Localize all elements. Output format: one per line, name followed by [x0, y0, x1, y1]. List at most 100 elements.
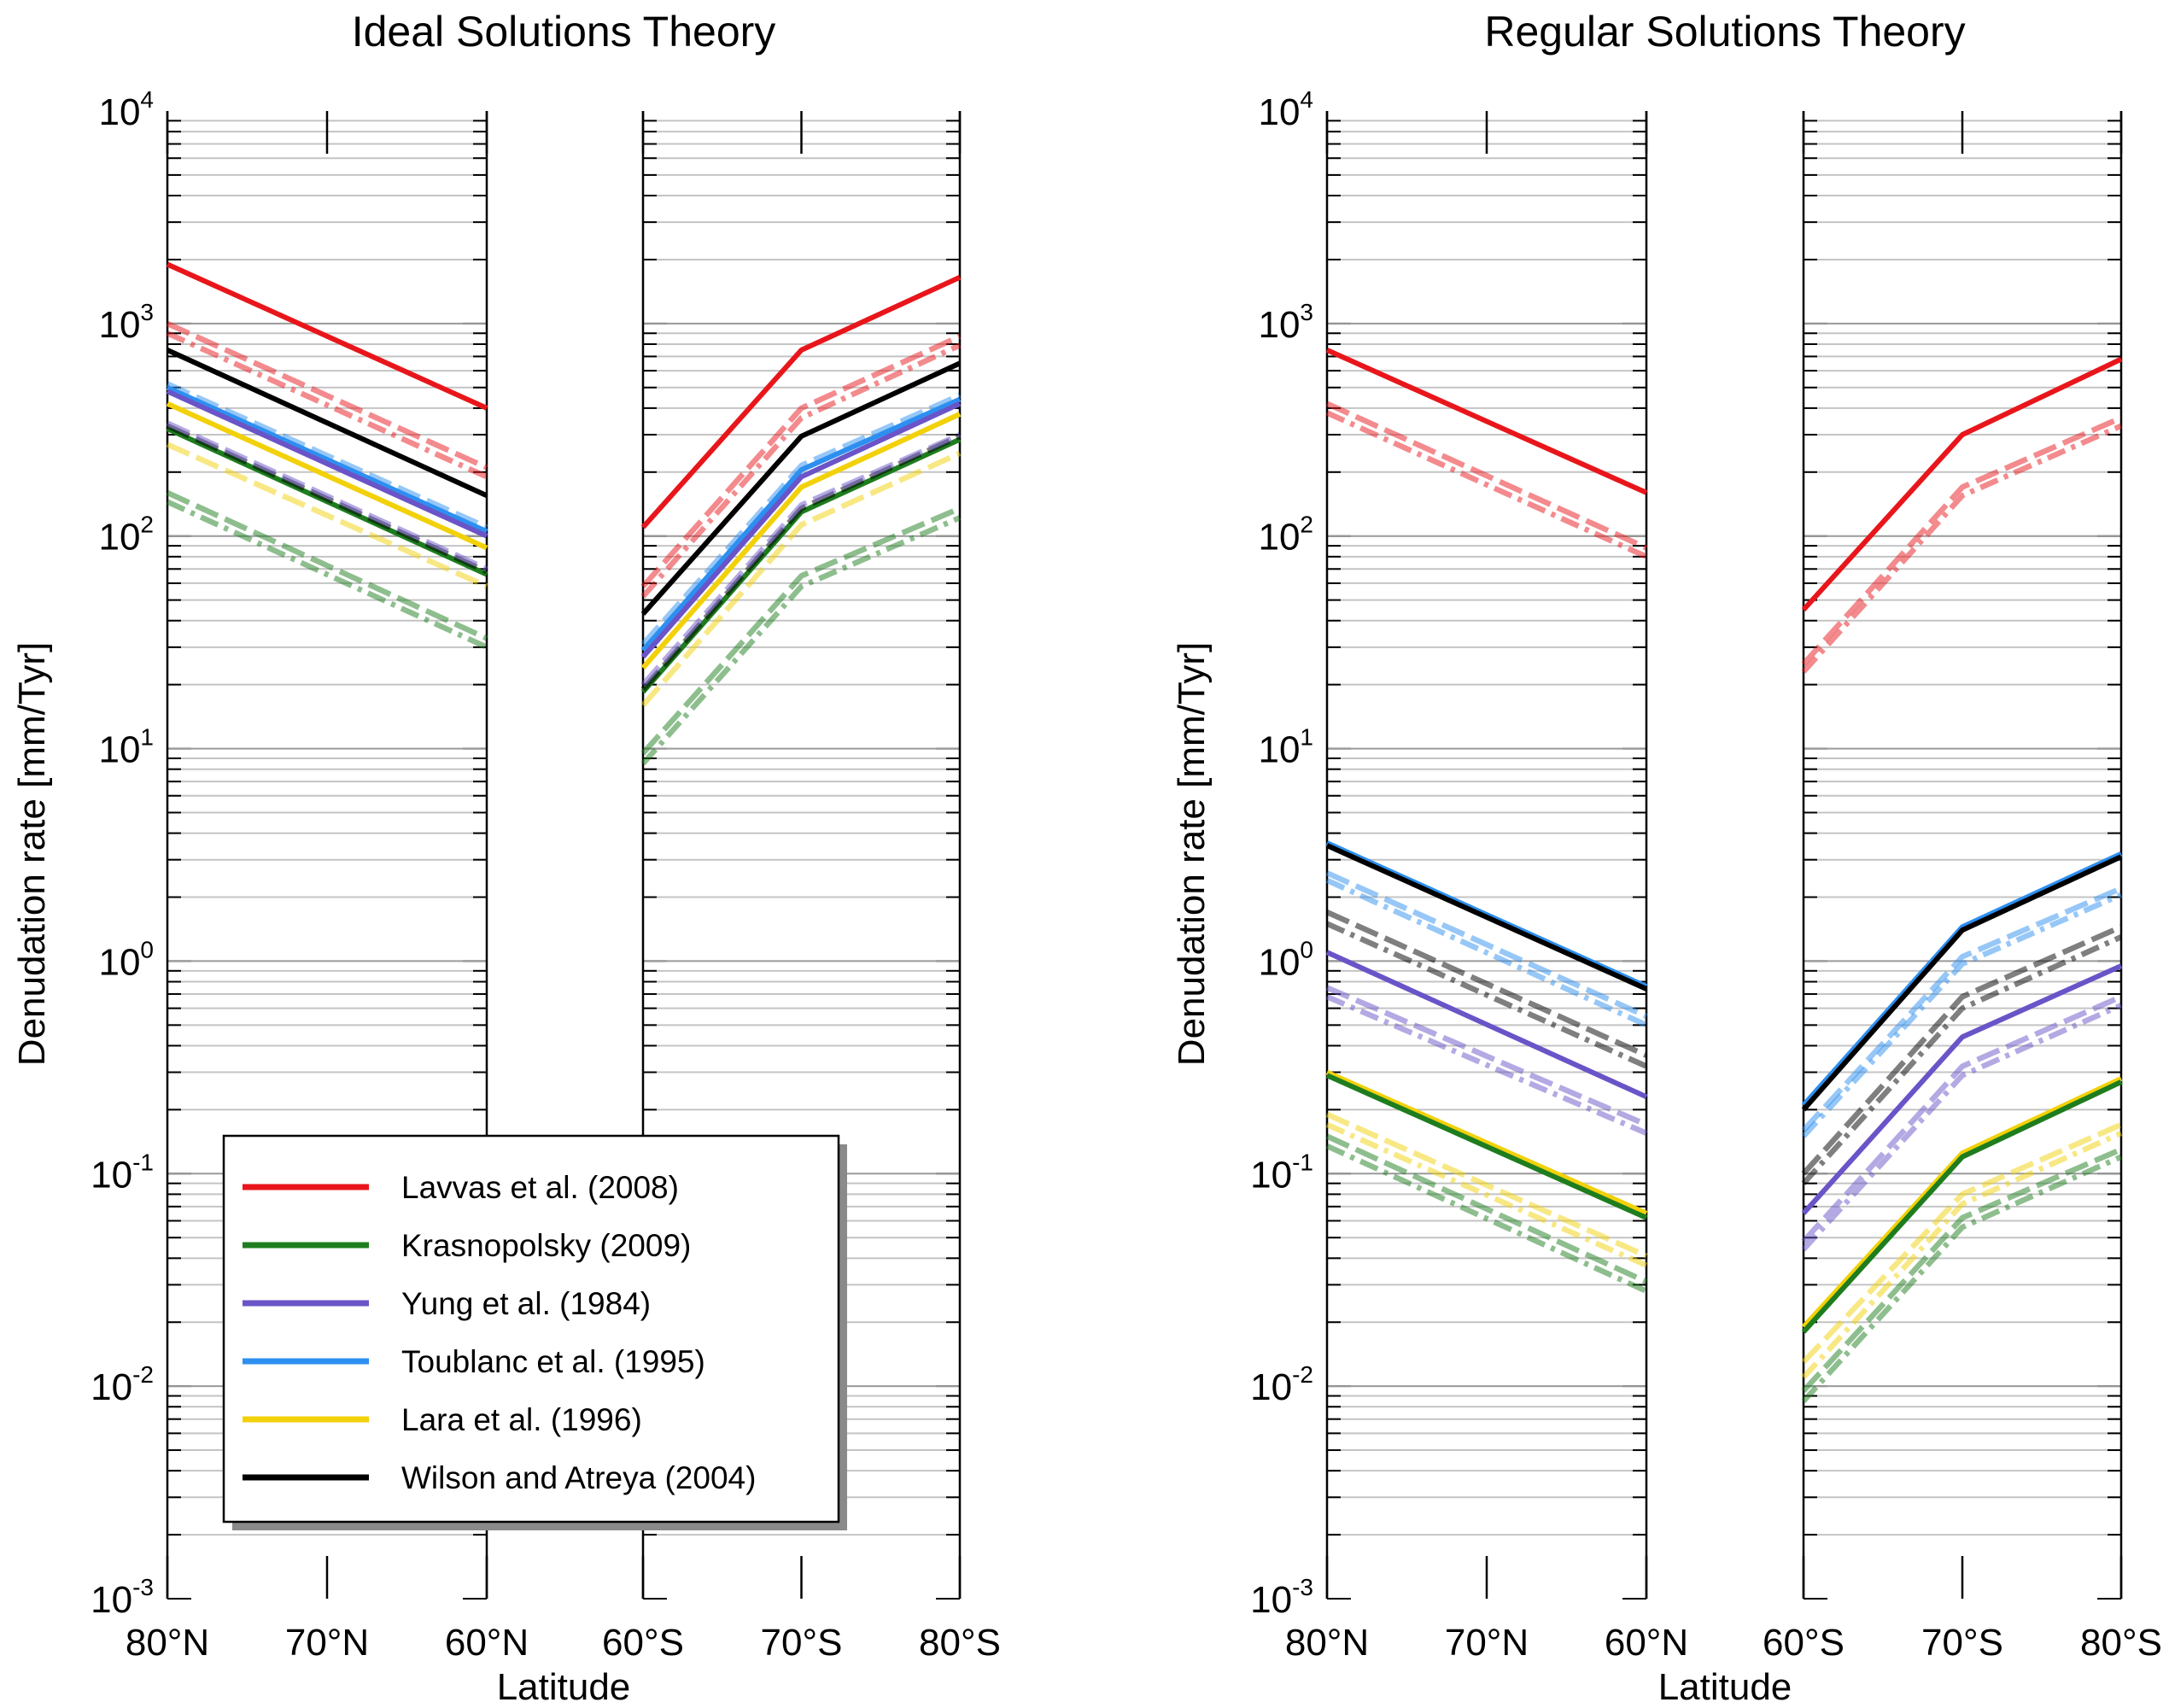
series-line [1325, 950, 1648, 1100]
series-line [1325, 921, 1648, 1069]
x-tick-label: 60°S [1763, 1622, 1845, 1664]
chart-title: Ideal Solutions Theory [352, 8, 776, 56]
series-line [640, 274, 962, 529]
x-tick-label: 80°N [1285, 1622, 1369, 1664]
x-axis-label: Latitude [1658, 1666, 1792, 1708]
series-line [1801, 356, 2123, 612]
series-line [640, 432, 962, 687]
series-group [1801, 356, 2123, 1403]
y-tick-label: 104 [1258, 86, 1313, 133]
series-line [1801, 924, 2123, 1176]
y-tick-labels: 104 103 102 101 100 10-1 10-2 10-3 [91, 86, 154, 1621]
series-line [1801, 886, 2123, 1132]
series-group [1325, 348, 1648, 1294]
y-tick-label: 10-2 [91, 1361, 154, 1408]
series-line [1801, 415, 2123, 666]
series-line [166, 489, 488, 641]
legend-label: Wilson and Atreya (2004) [401, 1460, 756, 1495]
chart-ideal-solutions: Ideal Solutions Theory Denudation rate [… [11, 8, 1001, 1708]
x-tick-label: 70°N [285, 1622, 369, 1664]
series-line [1325, 843, 1648, 991]
x-axis-label: Latitude [497, 1666, 631, 1708]
legend: Lavvas et al. (2008) Krasnopolsky (2009) Y… [222, 1134, 847, 1530]
x-tick-label: 80°N [126, 1622, 209, 1664]
series-line [1325, 1121, 1648, 1268]
y-tick-label: 100 [98, 936, 154, 983]
y-tick-label: 10-2 [1250, 1361, 1313, 1408]
y-tick-label: 10-1 [91, 1149, 154, 1196]
series-line [166, 330, 488, 480]
series-line [1801, 892, 2123, 1138]
series-line [166, 389, 488, 539]
y-tick-label: 10-3 [1250, 1574, 1313, 1621]
series-line [1325, 410, 1648, 559]
y-tick-label: 10-1 [1250, 1149, 1313, 1196]
series-line [1801, 934, 2123, 1185]
series-line [1801, 1079, 2123, 1334]
series-line [640, 392, 962, 646]
chart-title: Regular Solutions Theory [1484, 8, 1965, 56]
series-line [166, 401, 488, 551]
chart-regular-solutions: Regular Solutions Theory Denudation rate… [1171, 8, 2162, 1708]
series-line [640, 360, 962, 616]
y-tick-label: 10-3 [91, 1574, 154, 1621]
y-tick-label: 102 [1258, 512, 1313, 559]
y-tick-label: 102 [98, 512, 154, 559]
series-line [166, 385, 488, 535]
series-line [166, 320, 488, 471]
series-line [1801, 1003, 2123, 1252]
series-line [1325, 1111, 1648, 1259]
x-tick-label: 70°N [1445, 1622, 1529, 1664]
north-panel: 80°N 70°N 60°N [1285, 111, 1688, 1664]
series-line [1801, 1154, 2123, 1403]
series-line [640, 401, 962, 659]
x-tick-label: 70°S [761, 1622, 843, 1664]
x-tick-label: 70°S [1921, 1622, 2003, 1664]
series-line [640, 506, 962, 756]
y-tick-label: 101 [1258, 724, 1313, 771]
series-line [166, 499, 488, 650]
series-line [1801, 963, 2123, 1215]
series-line [1801, 423, 2123, 674]
legend-label: Lara et al. (1996) [401, 1402, 642, 1437]
series-line [1801, 1146, 2123, 1393]
y-tick-label: 101 [98, 724, 154, 771]
x-tick-label: 80°S [919, 1622, 1001, 1664]
series-line [1325, 1069, 1648, 1216]
series-line [1325, 985, 1648, 1127]
y-tick-label: 103 [98, 299, 154, 346]
y-tick-label: 100 [1258, 936, 1313, 983]
series-line [1801, 1076, 2123, 1329]
series-line [1325, 1073, 1648, 1220]
legend-label: Toublanc et al. (1995) [401, 1344, 705, 1379]
series-line [1325, 1143, 1648, 1294]
series-line [640, 515, 962, 766]
y-axis-label: Denudation rate [mm/Tyr] [1171, 642, 1213, 1066]
y-tick-label: 104 [98, 86, 154, 133]
x-tick-label: 60°S [602, 1622, 684, 1664]
series-line [166, 348, 488, 499]
series-line [166, 261, 488, 411]
y-tick-label: 103 [1258, 299, 1313, 346]
legend-label: Krasnopolsky (2009) [401, 1228, 691, 1263]
legend-box [222, 1134, 840, 1524]
y-axis-label: Denudation rate [mm/Tyr] [11, 642, 53, 1066]
series-line [1325, 348, 1648, 495]
series-line [1801, 1121, 2123, 1365]
series-line [640, 342, 962, 599]
series-line [1325, 870, 1648, 1019]
series-line [166, 420, 488, 572]
x-tick-label: 80°S [2080, 1622, 2162, 1664]
series-line [166, 442, 488, 589]
south-panel: 60°S 70°S 80°S [1763, 111, 2162, 1664]
series-line [640, 450, 962, 707]
x-tick-label: 60°N [1605, 1622, 1688, 1664]
series-line [1325, 401, 1648, 551]
y-tick-labels: 104 103 102 101 100 10-1 10-2 10-3 [1250, 86, 1313, 1621]
series-line [640, 333, 962, 588]
series-line [1801, 854, 2123, 1112]
x-tick-label: 60°N [445, 1622, 529, 1664]
legend-label: Lavvas et al. (2008) [401, 1170, 679, 1205]
series-line [1325, 910, 1648, 1058]
